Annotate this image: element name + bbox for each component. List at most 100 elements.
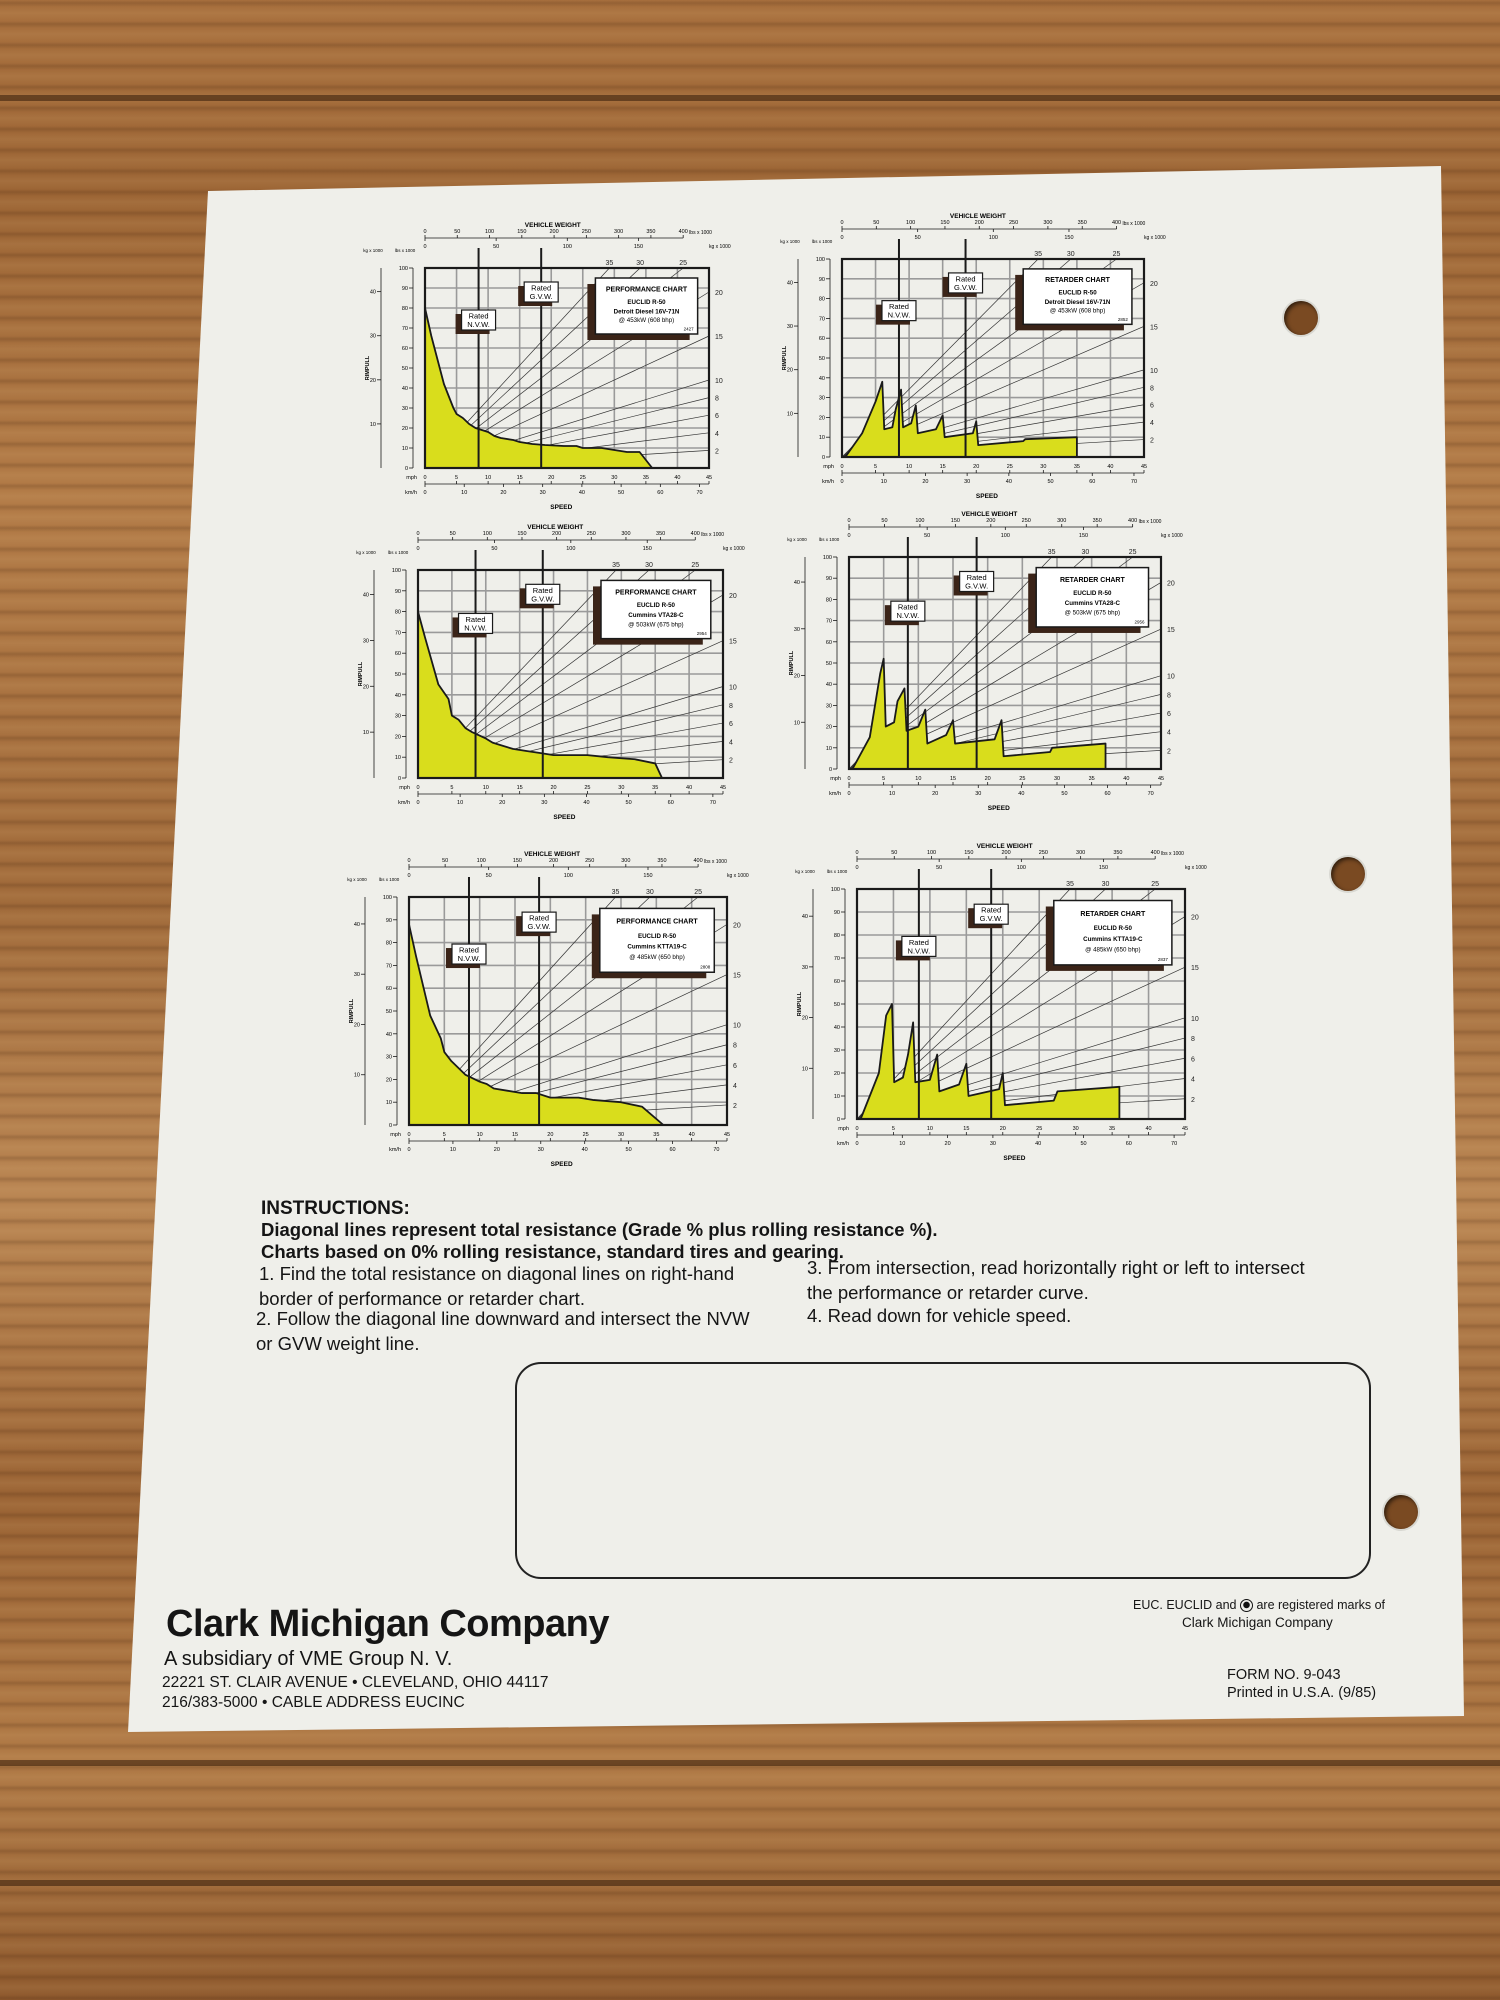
weight-axis-title: VEHICLE WEIGHT <box>977 843 1033 850</box>
weight-kg-tick-label: 100 <box>563 244 572 250</box>
performance-chart-1: 2 4 6 8 10 15 20 25 30 35 Rated N.V.W. Rated G.V.W. PE… <box>355 222 734 513</box>
kmh-tick-label: 10 <box>881 479 887 485</box>
gvw-label-box <box>521 911 557 933</box>
resistance-label: 30 <box>646 889 654 896</box>
resistance-label: 8 <box>715 396 719 403</box>
chart-power: @ 485kW (650 bhp) <box>1085 946 1140 953</box>
resistance-label: 30 <box>645 562 653 569</box>
weight-lbs-unit: lbs x 1000 <box>704 859 727 865</box>
weight-lbs-tick-label: 100 <box>485 229 494 235</box>
euclid-logo-icon <box>1240 1599 1253 1612</box>
mph-tick-label: 35 <box>1109 1126 1115 1132</box>
rimpull-lbs-tick-label: 80 <box>819 297 825 303</box>
weight-axis-title: VEHICLE WEIGHT <box>961 511 1017 518</box>
weight-lbs-tick-label: 300 <box>1057 518 1066 524</box>
chart-code: 2956 <box>1135 619 1146 624</box>
print-info: Printed in U.S.A. (9/85) <box>1227 1685 1377 1701</box>
chart-title: PERFORMANCE CHART <box>615 589 697 596</box>
kmh-tick-label: 50 <box>618 490 624 496</box>
gvw-label-line1: Rated <box>533 586 553 595</box>
weight-lbs-tick-label: 400 <box>1112 220 1121 226</box>
resistance-label: 35 <box>612 889 620 896</box>
rimpull-lbs-tick-label: 60 <box>834 979 840 985</box>
weight-lbs-unit: lbs x 1000 <box>689 230 712 236</box>
weight-lbs-tick-label: 250 <box>587 531 596 537</box>
rimpull-lbs-tick-label: 30 <box>819 396 825 402</box>
rimpull-axis-title: RIMPULL <box>365 355 371 380</box>
resistance-label: 4 <box>729 739 733 746</box>
kmh-tick-label: 30 <box>975 791 981 797</box>
rimpull-lbs-unit: lbs x 1000 <box>827 869 848 874</box>
resistance-label: 8 <box>729 703 733 710</box>
rimpull-lbs-tick-label: 60 <box>402 346 408 352</box>
rimpull-lbs-tick-label: 60 <box>819 336 825 342</box>
resistance-label: 8 <box>1167 692 1171 699</box>
kmh-tick-label: 10 <box>457 800 463 806</box>
binder-hole <box>1384 1495 1418 1529</box>
chart-power: @ 453kW (608 bhp) <box>619 317 674 324</box>
nvw-label-line2: N.V.W. <box>897 611 920 620</box>
rimpull-kg-tick-label: 40 <box>370 290 376 296</box>
mph-tick-label: 35 <box>652 785 658 791</box>
kmh-tick-label: 40 <box>582 1147 588 1153</box>
rimpull-kg-unit: kg x 1000 <box>795 869 815 874</box>
kmh-tick-label: 70 <box>697 490 703 496</box>
binder-hole <box>1284 301 1318 335</box>
instruction-step-4: 4. Read down for vehicle speed. <box>807 1305 1072 1326</box>
resistance-label: 10 <box>733 1023 741 1030</box>
rimpull-lbs-tick-label: 80 <box>386 941 392 947</box>
mph-tick-label: 20 <box>985 776 991 782</box>
weight-lbs-tick-label: 150 <box>513 858 522 864</box>
rimpull-lbs-tick-label: 0 <box>405 466 408 472</box>
mph-tick-label: 45 <box>1182 1126 1188 1132</box>
rimpull-lbs-tick-label: 50 <box>402 366 408 372</box>
instructions-line-2: Charts based on 0% rolling resistance, s… <box>261 1241 844 1262</box>
resistance-label: 25 <box>1113 251 1121 258</box>
rimpull-lbs-tick-label: 0 <box>398 776 401 782</box>
chart-svg: 2468101520253035RatedN.V.W.RatedG.V.W.RE… <box>795 843 1207 1162</box>
plot-frame <box>840 257 1146 459</box>
plot-frame <box>423 266 711 470</box>
mph-tick-label: 35 <box>653 1132 659 1138</box>
weight-lbs-unit: lbs x 1000 <box>1161 851 1184 857</box>
rimpull-axis-title: RIMPULL <box>358 661 364 686</box>
gvw-label-box <box>523 281 559 303</box>
weight-lbs-unit: lbs x 1000 <box>1123 221 1146 227</box>
kmh-tick-label: 60 <box>668 800 674 806</box>
title-box <box>1035 566 1150 628</box>
nvw-label-line1: Rated <box>909 938 929 947</box>
mph-tick-label: 5 <box>443 1132 446 1138</box>
weight-lbs-tick-label: 250 <box>582 229 591 235</box>
rimpull-axis-title: RIMPULL <box>349 998 355 1023</box>
rimpull-lbs-tick-label: 30 <box>834 1048 840 1054</box>
weight-lbs-unit: lbs x 1000 <box>701 532 724 538</box>
resistance-label: 30 <box>1067 251 1075 258</box>
company-phone: 216/383-5000 • CABLE ADDRESS EUCINC <box>162 1694 465 1711</box>
mph-tick-label: 20 <box>973 464 979 470</box>
weight-lbs-tick-label: 50 <box>450 531 456 537</box>
rimpull-kg-tick-label: 40 <box>363 593 369 599</box>
weight-kg-unit: kg x 1000 <box>727 873 749 879</box>
weight-lbs-tick-label: 200 <box>549 858 558 864</box>
plot-frame <box>847 555 1163 771</box>
kmh-tick-label: 20 <box>922 479 928 485</box>
kmh-tick-label: 50 <box>626 1147 632 1153</box>
chart-title: PERFORMANCE CHART <box>606 286 688 293</box>
kmh-tick-label: 50 <box>626 800 632 806</box>
mph-tick-label: 25 <box>1007 464 1013 470</box>
rimpull-lbs-unit: lbs x 1000 <box>819 537 840 542</box>
resistance-label: 20 <box>1167 580 1175 587</box>
rimpull-lbs-tick-label: 100 <box>399 266 408 272</box>
rimpull-kg-tick-label: 40 <box>787 280 793 286</box>
resistance-label: 35 <box>606 260 614 267</box>
rimpull-lbs-tick-label: 100 <box>392 568 401 574</box>
nvw-label-box <box>457 612 494 635</box>
weight-lbs-tick-label: 250 <box>1009 220 1018 226</box>
chart-code: 2852 <box>1118 317 1129 322</box>
rimpull-lbs-tick-label: 60 <box>826 640 832 646</box>
kmh-tick-label: 60 <box>1126 1141 1132 1147</box>
rimpull-lbs-tick-label: 40 <box>819 376 825 382</box>
speed-axis-title: SPEED <box>553 814 575 821</box>
weight-lbs-tick-label: 50 <box>873 220 879 226</box>
